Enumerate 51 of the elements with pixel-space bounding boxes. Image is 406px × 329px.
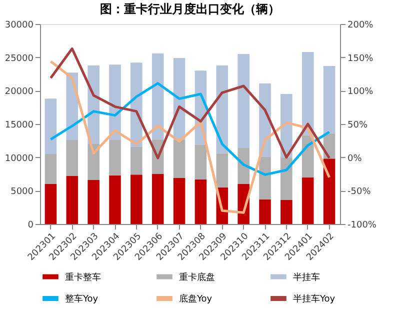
- bar: [194, 144, 207, 180]
- y-tick-label: 20000: [4, 87, 34, 98]
- bar: [152, 174, 164, 224]
- legend-label: 整车Yoy: [65, 294, 99, 304]
- legend-label: 重卡底盘: [179, 272, 215, 283]
- y2-tick-label: -50%: [348, 187, 372, 198]
- bar: [152, 53, 164, 140]
- y2-tick-label: 150%: [348, 54, 374, 64]
- y-tick-label: 10000: [4, 154, 34, 164]
- y-tick-label: 0: [28, 220, 34, 230]
- y-tick-label: 15000: [4, 120, 34, 130]
- bar: [130, 174, 142, 224]
- bar: [44, 98, 57, 154]
- bar: [323, 66, 336, 134]
- y2-tick-label: 50%: [348, 120, 368, 130]
- bar: [66, 140, 78, 176]
- y2-tick-label: 100%: [348, 87, 374, 98]
- bar: [109, 175, 121, 224]
- y2-tick-label: 200%: [348, 20, 374, 30]
- bar: [88, 180, 100, 224]
- bar: [173, 140, 186, 178]
- y2-tick-label: 0%: [348, 154, 362, 164]
- bar: [259, 199, 271, 224]
- y-tick-label: 30000: [4, 20, 34, 30]
- bar: [173, 178, 186, 224]
- line-series: [49, 60, 331, 214]
- y-tick-label: 5000: [10, 187, 34, 198]
- bar: [323, 158, 336, 224]
- line-series: [49, 82, 331, 176]
- y-tick-label: 25000: [4, 54, 34, 64]
- legend-label: 重卡整车: [65, 272, 101, 283]
- bar: [194, 179, 207, 224]
- bar: [259, 156, 271, 200]
- bar: [109, 140, 121, 176]
- bar: [66, 176, 78, 224]
- bar: [280, 157, 292, 200]
- legend-label: 底盘Yoy: [179, 294, 213, 304]
- bar: [238, 54, 250, 148]
- bar: [44, 184, 57, 224]
- legend-label: 半挂车Yoy: [293, 294, 336, 304]
- bar: [238, 148, 250, 184]
- y2-tick-label: -100%: [348, 220, 377, 230]
- chart-title: 图：重卡行业月度出口变化（辆）: [100, 2, 280, 16]
- line-series: [49, 47, 331, 160]
- bar: [280, 200, 292, 224]
- bar: [302, 177, 314, 224]
- bar: [44, 154, 57, 184]
- bar: [130, 146, 142, 175]
- bar: [302, 52, 314, 136]
- bar: [216, 153, 228, 188]
- legend-label: 半挂车: [293, 272, 320, 283]
